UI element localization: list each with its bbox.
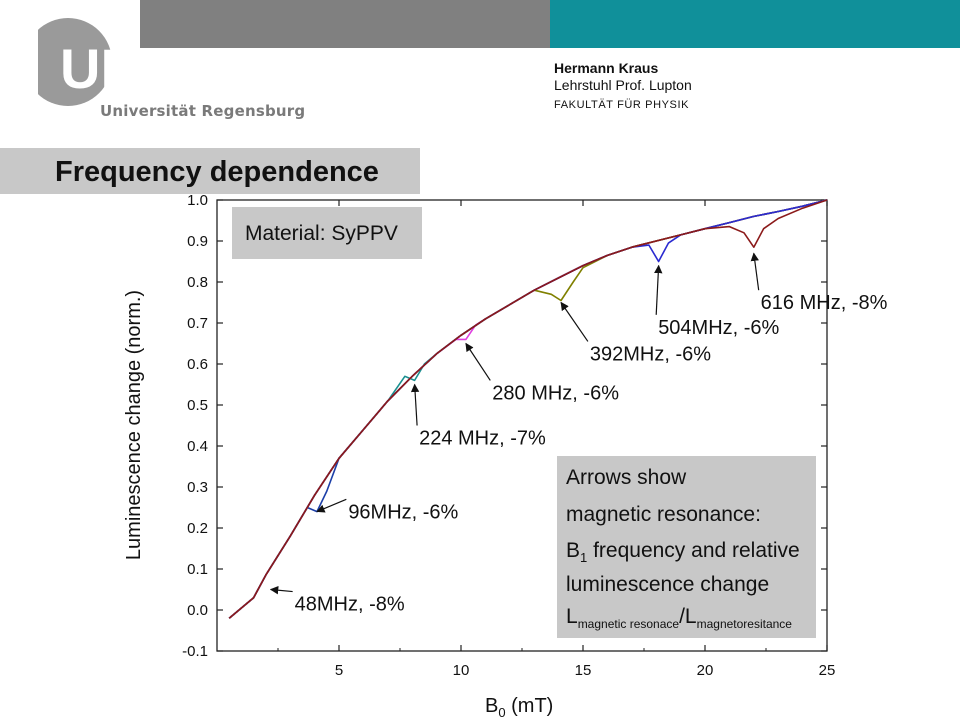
header-gray-bar bbox=[140, 0, 550, 48]
note-line-2: magnetic resonance: bbox=[566, 503, 761, 526]
x-tick-label: 10 bbox=[453, 662, 470, 679]
author-chair: Lehrstuhl Prof. Lupton bbox=[554, 77, 692, 93]
note-line-3: B1 frequency and relative bbox=[566, 539, 800, 565]
x-tick-label: 5 bbox=[335, 662, 343, 679]
y-tick-label: 0.8 bbox=[187, 274, 208, 291]
legend-note-box bbox=[557, 456, 816, 638]
header-teal-bar bbox=[550, 0, 960, 48]
y-tick-label: 1.0 bbox=[187, 192, 208, 209]
x-label-sub: 0 bbox=[498, 705, 505, 720]
y-tick-label: 0.5 bbox=[187, 397, 208, 414]
annotation-label: 48MHz, -8% bbox=[295, 594, 405, 616]
annotation-arrow bbox=[750, 252, 760, 291]
note-line-4: luminescence change bbox=[566, 573, 769, 596]
slide-title: Frequency dependence bbox=[55, 156, 379, 188]
annotation-arrow bbox=[316, 498, 347, 513]
annotation-label: 96MHz, -6% bbox=[348, 501, 458, 523]
material-label: Material: SyPPV bbox=[245, 222, 398, 245]
title-band bbox=[0, 148, 420, 194]
y-tick-label: 0.3 bbox=[187, 479, 208, 496]
annotation-arrow bbox=[560, 301, 589, 342]
x-label-unit: (mT) bbox=[506, 695, 554, 717]
axes-layer: 5 10 15 20 25 -0.1 0.0 0.1 0.2 0.3 0.4 0.5 0.6 0.7 0.8… bbox=[182, 192, 835, 679]
university-name: Universität Regensburg bbox=[100, 102, 306, 120]
series-line-7 bbox=[228, 199, 828, 619]
annotation-arrow bbox=[269, 586, 293, 595]
y-tick-label: 0.2 bbox=[187, 520, 208, 537]
logo-letters: UR bbox=[60, 37, 141, 100]
annotation-label: 224 MHz, -7% bbox=[419, 428, 546, 450]
note-sub-2: magnetoresitance bbox=[697, 617, 793, 631]
faculty-name: FAKULTÄT FÜR PHYSIK bbox=[554, 99, 690, 111]
x-tick-label: 15 bbox=[575, 662, 592, 679]
annotation-label: 504MHz, -6% bbox=[658, 317, 779, 339]
note-b: B bbox=[566, 539, 580, 562]
y-tick-label: 0.1 bbox=[187, 561, 208, 578]
annotation-arrow bbox=[410, 383, 420, 426]
x-label-b: B bbox=[485, 695, 498, 717]
y-axis-label: Luminescence change (norm.) bbox=[123, 290, 145, 560]
y-tick-label: 0.9 bbox=[187, 233, 208, 250]
author-name: Hermann Kraus bbox=[554, 60, 659, 76]
x-tick-label: 25 bbox=[819, 662, 836, 679]
note-line-5: Lmagnetic resonace/Lmagnetoresitance bbox=[566, 605, 792, 631]
x-axis-label: B0 (mT) bbox=[485, 695, 553, 720]
note-slash-l: /L bbox=[679, 605, 697, 628]
series-layer bbox=[228, 199, 828, 619]
annotation-label: 392MHz, -6% bbox=[590, 343, 711, 365]
author-block: Hermann Kraus Lehrstuhl Prof. Lupton FAK… bbox=[554, 60, 692, 111]
annotation-label: 280 MHz, -6% bbox=[492, 382, 619, 404]
annotation-layer: 48MHz, -8% 96MHz, -6% 224 MHz, -7% 280 MHz,… bbox=[269, 252, 888, 616]
note-line-1: Arrows show bbox=[566, 466, 687, 489]
annotation-label: 616 MHz, -8% bbox=[761, 292, 888, 314]
y-tick-label: 0.0 bbox=[187, 602, 208, 619]
y-tick-label: 0.7 bbox=[187, 315, 208, 332]
material-box bbox=[232, 207, 422, 259]
university-logo: UR bbox=[18, 10, 141, 125]
x-tick-label: 20 bbox=[697, 662, 714, 679]
note-sub-1: magnetic resonace bbox=[578, 617, 680, 631]
y-tick-label: 0.6 bbox=[187, 356, 208, 373]
annotation-arrow bbox=[465, 342, 491, 381]
y-tick-label: -0.1 bbox=[182, 643, 208, 660]
note-l: L bbox=[566, 605, 578, 628]
annotation-arrow bbox=[654, 264, 663, 315]
note-line-3-rest: frequency and relative bbox=[587, 539, 799, 562]
note-b-sub: 1 bbox=[580, 550, 587, 565]
y-tick-label: 0.4 bbox=[187, 438, 208, 455]
